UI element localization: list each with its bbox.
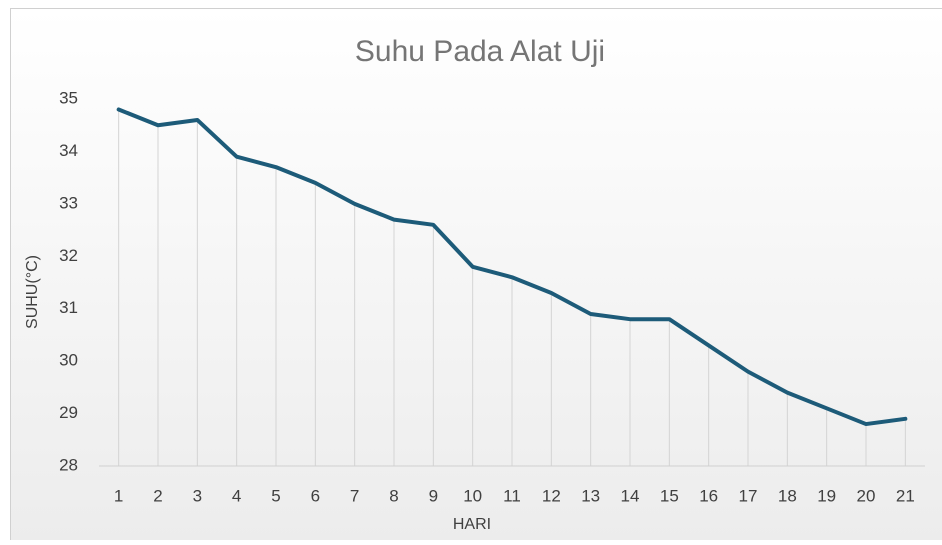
x-tick-label: 11 <box>503 486 521 505</box>
x-tick-label: 12 <box>542 486 561 505</box>
x-tick-label: 20 <box>857 486 876 505</box>
x-tick-label: 16 <box>699 486 718 505</box>
x-tick-label: 13 <box>581 486 600 505</box>
x-tick-label: 2 <box>153 486 162 505</box>
x-tick-label: 15 <box>660 486 679 505</box>
y-tick-label: 28 <box>59 455 78 474</box>
chart-frame <box>11 9 942 541</box>
y-tick-label: 32 <box>59 246 78 265</box>
x-tick-label: 8 <box>389 486 398 505</box>
x-tick-label: 10 <box>463 486 482 505</box>
y-tick-label: 34 <box>59 141 78 160</box>
x-tick-label: 6 <box>311 486 320 505</box>
y-axis-label: SUHU(°C) <box>24 255 41 329</box>
chart-title: Suhu Pada Alat Uji <box>355 35 605 68</box>
x-tick-label: 19 <box>817 486 836 505</box>
x-tick-label: 1 <box>114 486 123 505</box>
y-tick-label: 29 <box>59 403 78 422</box>
x-axis-label: HARI <box>453 516 491 533</box>
y-tick-label: 31 <box>59 298 78 317</box>
y-tick-label: 33 <box>59 193 78 212</box>
y-tick-label: 30 <box>59 351 78 370</box>
x-tick-label: 5 <box>271 486 280 505</box>
x-tick-label: 18 <box>778 486 797 505</box>
x-tick-label: 3 <box>193 486 202 505</box>
y-tick-label: 35 <box>59 88 78 107</box>
x-tick-label: 4 <box>232 486 241 505</box>
x-tick-label: 9 <box>429 486 438 505</box>
x-tick-label: 14 <box>621 486 640 505</box>
x-tick-label: 17 <box>739 486 758 505</box>
x-tick-label: 7 <box>350 486 359 505</box>
x-tick-label: 21 <box>896 486 915 505</box>
